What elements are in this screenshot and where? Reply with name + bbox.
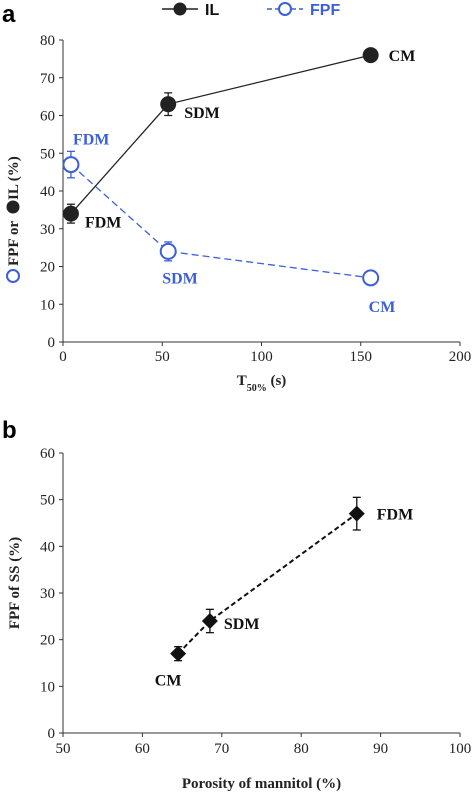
x-axis-title: Porosity of mannitol (%) xyxy=(182,776,341,792)
y-tick-label: 30 xyxy=(40,222,55,238)
y-tick-label: 10 xyxy=(40,679,55,695)
data-point-il xyxy=(160,96,177,113)
point-label: SDM xyxy=(162,270,198,287)
y-tick-label: 60 xyxy=(40,446,55,462)
x-tick-label: 60 xyxy=(135,741,150,757)
panel-letter-b: b xyxy=(2,417,17,444)
series-line-fpf xyxy=(70,164,371,279)
data-point-diamond xyxy=(170,645,187,662)
point-label: CM xyxy=(155,673,182,690)
data-point-fpf xyxy=(159,242,177,260)
ylabel-or-text: or xyxy=(6,221,22,236)
data-point-diamond xyxy=(348,505,365,522)
trend-line xyxy=(177,512,358,655)
y-tick-label: 50 xyxy=(40,146,55,162)
x-tick-label: 200 xyxy=(449,349,472,365)
point-label: FDM xyxy=(73,132,109,149)
x-tick-label: 100 xyxy=(250,349,273,365)
panel-b-chart: b 0 10 20 30 40 50 60 50 60 70 80 90 100 Porosity of m… xyxy=(2,417,471,792)
x-tick-label: 100 xyxy=(449,741,472,757)
data-point-fpf xyxy=(362,269,380,287)
y-axis-title: FPF of SS (%) xyxy=(7,537,23,629)
legend: IL FPF xyxy=(162,2,340,19)
x-tick-label: 150 xyxy=(350,349,373,365)
y-tick-label: 20 xyxy=(40,260,55,276)
point-label: CM xyxy=(389,48,416,65)
ylabel-fpf-text: FPF xyxy=(6,239,22,267)
x-tick-label: 70 xyxy=(214,741,229,757)
x-axis-title: T50% (s) xyxy=(237,373,287,394)
y-tick-label: 60 xyxy=(40,109,55,125)
panel-a-chart: a 0 10 20 30 40 50 60 70 80 0 50 100 150 200 T50% (s) FP… xyxy=(2,1,471,394)
x-tick-label: 50 xyxy=(155,349,170,365)
series-line-il xyxy=(70,54,371,215)
point-label: FDM xyxy=(377,507,413,524)
y-tick-label: 50 xyxy=(40,493,55,509)
legend-il-label: IL xyxy=(205,2,219,19)
x-tick-label: 90 xyxy=(373,741,388,757)
legend-il-marker xyxy=(173,2,187,16)
y-tick-label: 40 xyxy=(40,184,55,200)
y-tick-label: 0 xyxy=(48,726,56,742)
y-tick-label: 30 xyxy=(40,586,55,602)
ylabel-fpf-marker xyxy=(6,269,20,283)
data-point-fpf xyxy=(62,156,80,174)
x-tick-label: 50 xyxy=(56,741,71,757)
y-tick-label: 20 xyxy=(40,633,55,649)
point-label: CM xyxy=(369,299,396,316)
ylabel-il-marker xyxy=(6,200,20,214)
legend-fpf-label: FPF xyxy=(310,2,340,19)
point-label: SDM xyxy=(224,616,260,633)
y-tick-label: 40 xyxy=(40,539,55,555)
y-tick-label: 0 xyxy=(48,335,56,351)
data-point-diamond xyxy=(201,613,218,629)
legend-fpf-marker xyxy=(278,2,292,16)
y-axis-title: FPF or IL (%) xyxy=(6,156,22,283)
point-label: SDM xyxy=(184,105,220,122)
panel-letter-a: a xyxy=(2,1,16,28)
data-point-il xyxy=(362,47,379,64)
y-tick-label: 80 xyxy=(40,33,55,49)
data-point-il xyxy=(62,205,79,222)
x-tick-label: 0 xyxy=(59,349,67,365)
x-tick-label: 80 xyxy=(294,741,309,757)
y-tick-label: 10 xyxy=(40,297,55,313)
point-label: FDM xyxy=(85,215,121,232)
y-tick-label: 70 xyxy=(40,71,55,87)
ylabel-il-text: IL (%) xyxy=(6,156,22,200)
